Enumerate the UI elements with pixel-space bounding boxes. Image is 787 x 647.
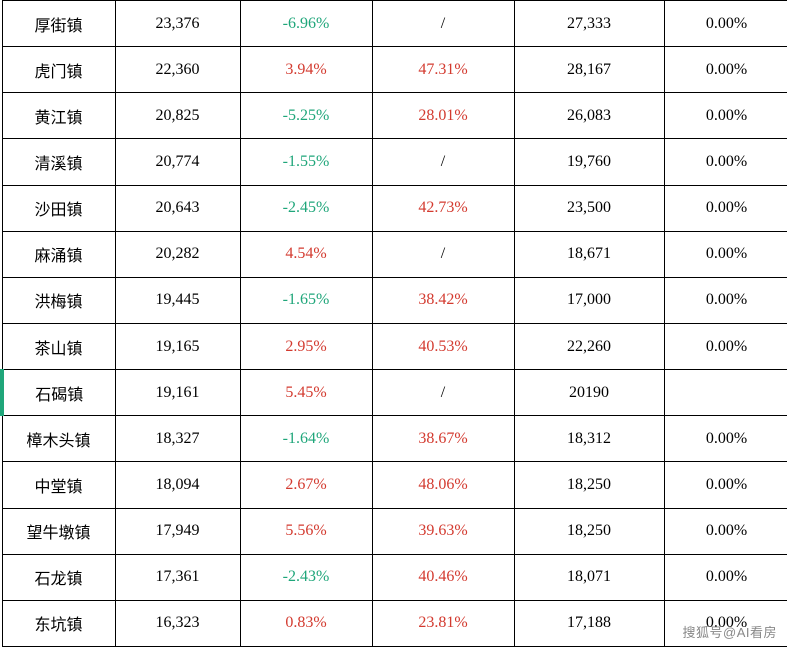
cell-p3: 0.00% [664, 139, 787, 185]
cell-v2: 18,312 [514, 416, 664, 462]
cell-p1: -6.96% [240, 1, 372, 47]
cell-p2: 42.73% [372, 185, 514, 231]
cell-p3: 0.00% [664, 1, 787, 47]
cell-p3: 0.00% [664, 231, 787, 277]
cell-p2: 48.06% [372, 462, 514, 508]
cell-p3: 0.00% [664, 323, 787, 369]
cell-p3: 0.00% [664, 508, 787, 554]
table-row: 麻涌镇20,2824.54%/18,6710.00% [2, 231, 787, 277]
cell-p2: / [372, 231, 514, 277]
cell-p3: 0.00% [664, 277, 787, 323]
cell-v1: 19,165 [115, 323, 240, 369]
cell-p1: 4.54% [240, 231, 372, 277]
table-row: 沙田镇20,643-2.45%42.73%23,5000.00% [2, 185, 787, 231]
cell-name: 石碣镇 [2, 370, 115, 416]
cell-p3: 0.00% [664, 462, 787, 508]
cell-p3 [664, 370, 787, 416]
cell-p1: -2.43% [240, 554, 372, 600]
cell-v2: 23,500 [514, 185, 664, 231]
cell-name: 中堂镇 [2, 462, 115, 508]
cell-v1: 23,376 [115, 1, 240, 47]
cell-v1: 20,825 [115, 93, 240, 139]
cell-p3: 0.00% [664, 416, 787, 462]
table-row: 东坑镇16,3230.83%23.81%17,1880.00% [2, 600, 787, 646]
table-row: 石碣镇19,1615.45%/20190 [2, 370, 787, 416]
cell-p2: 40.53% [372, 323, 514, 369]
cell-p1: -2.45% [240, 185, 372, 231]
cell-name: 望牛墩镇 [2, 508, 115, 554]
table-row: 清溪镇20,774-1.55%/19,7600.00% [2, 139, 787, 185]
cell-v2: 18,250 [514, 508, 664, 554]
cell-v2: 19,760 [514, 139, 664, 185]
cell-v2: 18,671 [514, 231, 664, 277]
cell-name: 麻涌镇 [2, 231, 115, 277]
cell-v2: 27,333 [514, 1, 664, 47]
table-row: 望牛墩镇17,9495.56%39.63%18,2500.00% [2, 508, 787, 554]
table-row: 茶山镇19,1652.95%40.53%22,2600.00% [2, 323, 787, 369]
cell-v1: 20,282 [115, 231, 240, 277]
cell-p2: / [372, 139, 514, 185]
cell-p1: -1.65% [240, 277, 372, 323]
cell-p1: -1.64% [240, 416, 372, 462]
table-row: 石龙镇17,361-2.43%40.46%18,0710.00% [2, 554, 787, 600]
table-row: 黄江镇20,825-5.25%28.01%26,0830.00% [2, 93, 787, 139]
cell-v1: 22,360 [115, 47, 240, 93]
cell-p2: / [372, 370, 514, 416]
cell-v2: 22,260 [514, 323, 664, 369]
cell-p2: 38.67% [372, 416, 514, 462]
cell-v2: 18,250 [514, 462, 664, 508]
table-row: 洪梅镇19,445-1.65%38.42%17,0000.00% [2, 277, 787, 323]
table-row: 樟木头镇18,327-1.64%38.67%18,3120.00% [2, 416, 787, 462]
cell-v1: 20,643 [115, 185, 240, 231]
cell-p3: 0.00% [664, 185, 787, 231]
cell-p2: 23.81% [372, 600, 514, 646]
cell-p2: 38.42% [372, 277, 514, 323]
cell-p3: 0.00% [664, 600, 787, 646]
cell-name: 石龙镇 [2, 554, 115, 600]
cell-v2: 20190 [514, 370, 664, 416]
cell-p1: 5.45% [240, 370, 372, 416]
cell-name: 樟木头镇 [2, 416, 115, 462]
cell-v1: 19,161 [115, 370, 240, 416]
cell-v1: 18,094 [115, 462, 240, 508]
cell-v2: 17,000 [514, 277, 664, 323]
cell-p1: 2.95% [240, 323, 372, 369]
cell-p1: 3.94% [240, 47, 372, 93]
cell-v2: 26,083 [514, 93, 664, 139]
cell-p3: 0.00% [664, 93, 787, 139]
cell-name: 黄江镇 [2, 93, 115, 139]
cell-p3: 0.00% [664, 47, 787, 93]
table-row: 虎门镇22,3603.94%47.31%28,1670.00% [2, 47, 787, 93]
cell-v2: 17,188 [514, 600, 664, 646]
table-row: 厚街镇23,376-6.96%/27,3330.00% [2, 1, 787, 47]
cell-name: 茶山镇 [2, 323, 115, 369]
cell-p2: 47.31% [372, 47, 514, 93]
cell-p1: 2.67% [240, 462, 372, 508]
cell-v1: 18,327 [115, 416, 240, 462]
cell-name: 虎门镇 [2, 47, 115, 93]
cell-name: 厚街镇 [2, 1, 115, 47]
cell-p2: 40.46% [372, 554, 514, 600]
cell-v1: 17,949 [115, 508, 240, 554]
cell-name: 东坑镇 [2, 600, 115, 646]
cell-p1: -5.25% [240, 93, 372, 139]
cell-v1: 16,323 [115, 600, 240, 646]
cell-p2: 39.63% [372, 508, 514, 554]
cell-p2: 28.01% [372, 93, 514, 139]
cell-p2: / [372, 1, 514, 47]
cell-name: 洪梅镇 [2, 277, 115, 323]
cell-p1: -1.55% [240, 139, 372, 185]
cell-p3: 0.00% [664, 554, 787, 600]
data-table: 厚街镇23,376-6.96%/27,3330.00%虎门镇22,3603.94… [0, 0, 787, 647]
cell-v1: 17,361 [115, 554, 240, 600]
cell-v1: 19,445 [115, 277, 240, 323]
cell-v2: 18,071 [514, 554, 664, 600]
cell-p1: 5.56% [240, 508, 372, 554]
cell-name: 沙田镇 [2, 185, 115, 231]
cell-v2: 28,167 [514, 47, 664, 93]
cell-p1: 0.83% [240, 600, 372, 646]
table-row: 中堂镇18,0942.67%48.06%18,2500.00% [2, 462, 787, 508]
cell-v1: 20,774 [115, 139, 240, 185]
cell-name: 清溪镇 [2, 139, 115, 185]
